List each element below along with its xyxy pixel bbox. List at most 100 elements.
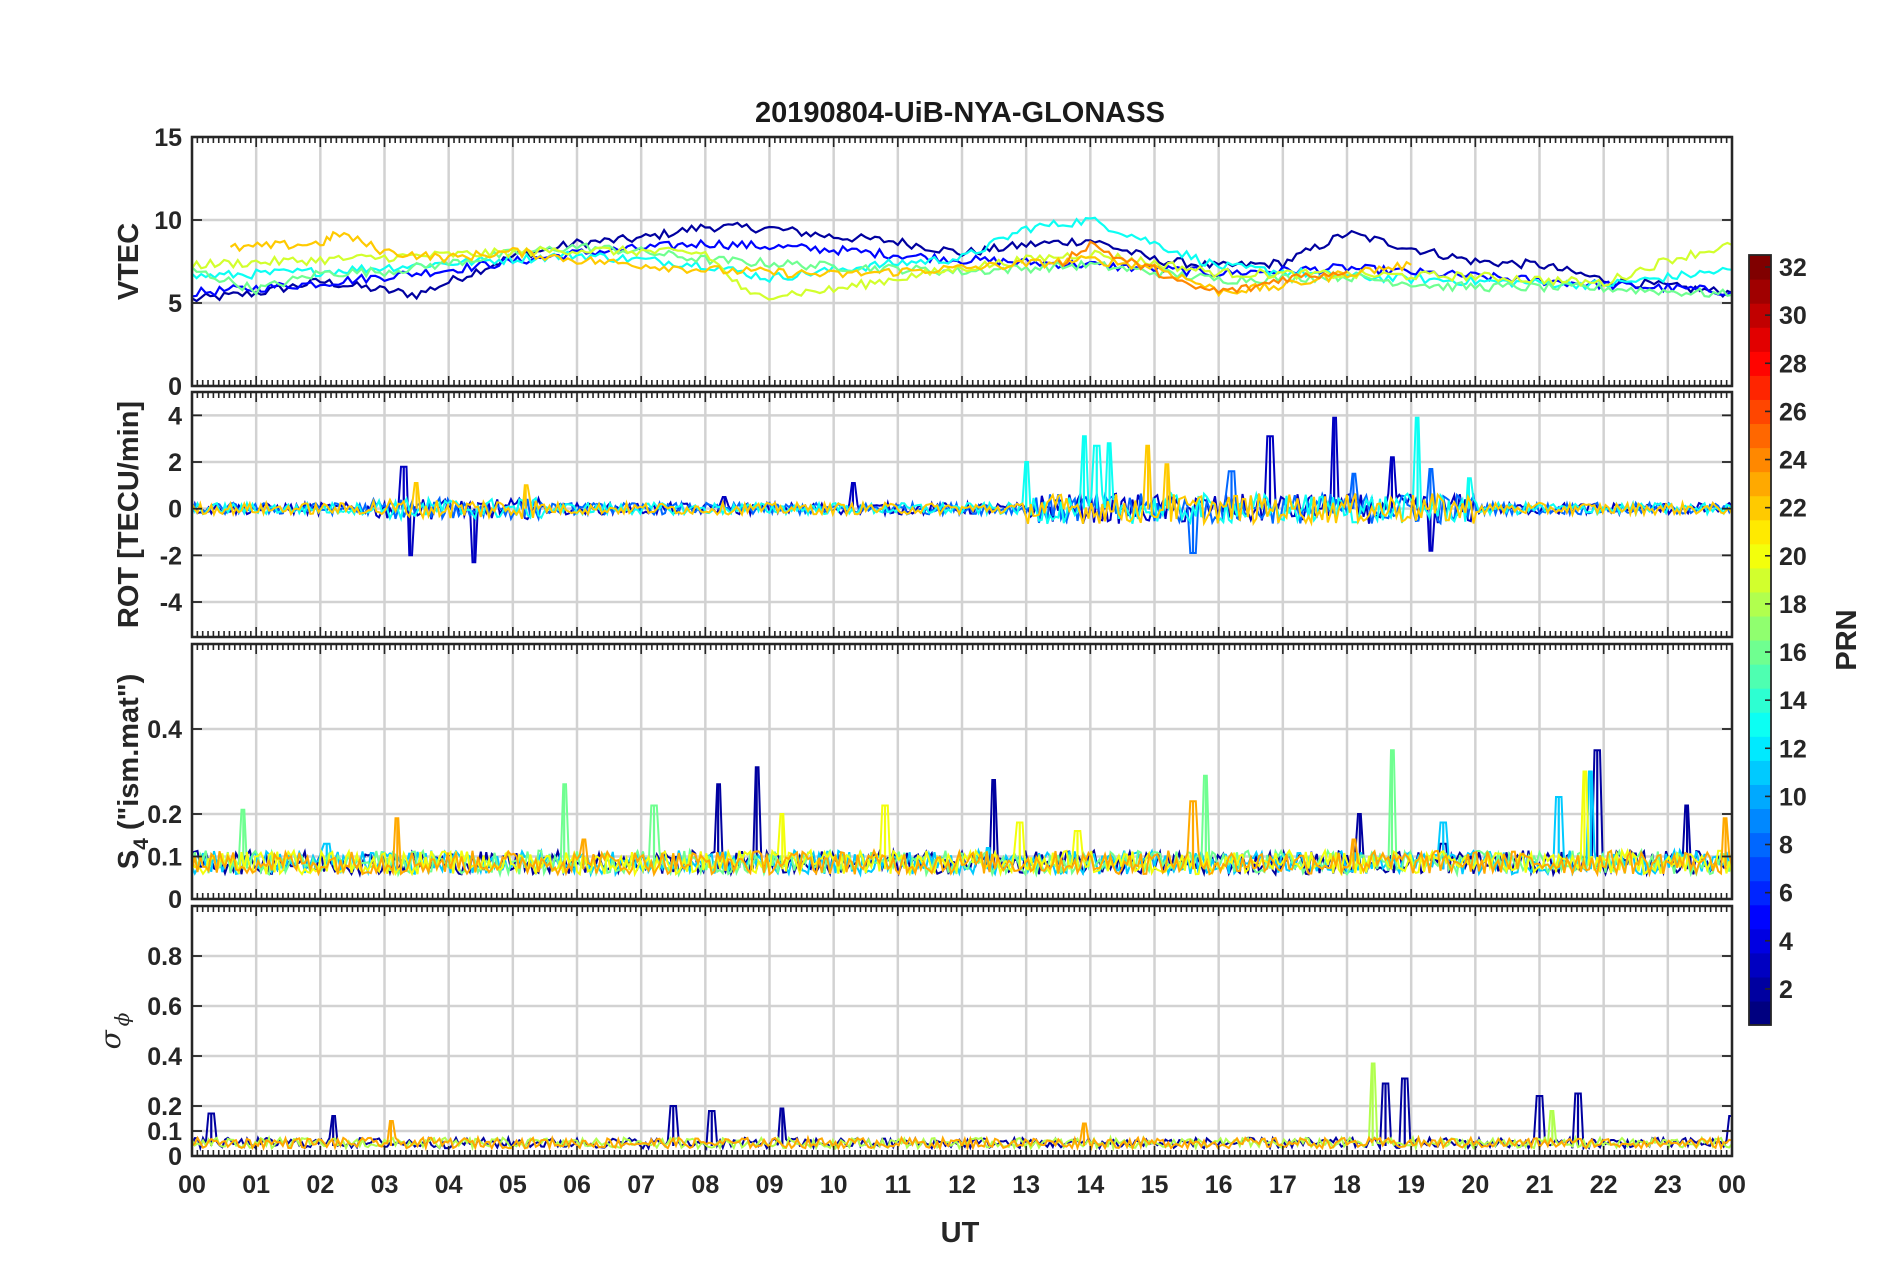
colorbar-tick-label: 12: [1779, 735, 1807, 763]
y-tick-label: -4: [160, 589, 182, 617]
panel-rot-ticks: [191, 392, 1733, 637]
x-tick-label: 04: [435, 1171, 463, 1199]
y-tick-label: 4: [168, 402, 182, 430]
panel-vtec-ylabel: VTEC: [113, 223, 145, 300]
colorbar-step: [1749, 591, 1771, 617]
colorbar-step: [1749, 640, 1771, 665]
panel-rot-plot: [192, 416, 1732, 564]
colorbar-step: [1749, 567, 1771, 593]
x-tick-label: 12: [948, 1171, 976, 1199]
colorbar-step: [1749, 543, 1771, 569]
colorbar-tick-label: 22: [1779, 495, 1807, 523]
colorbar-step: [1749, 712, 1771, 737]
rot-series-prn-13: [192, 416, 1732, 526]
colorbar-tick-label: 6: [1779, 880, 1793, 908]
colorbar-step: [1749, 327, 1771, 352]
y-tick-label: 0.6: [147, 993, 182, 1021]
colorbar-step: [1749, 688, 1771, 713]
colorbar-tick-label: 10: [1779, 783, 1807, 811]
panel-rot-ylabel: ROT [TECU/min]: [113, 401, 145, 628]
y-tick-label: 10: [154, 207, 182, 235]
ylabel-sub: 4: [130, 838, 153, 850]
panel-s4-ticks: [191, 644, 1733, 900]
colorbar-step: [1749, 519, 1771, 545]
colorbar-tick-label: 4: [1779, 928, 1793, 956]
colorbar-tick-label: 24: [1779, 447, 1807, 475]
colorbar-tick-label: 20: [1779, 543, 1807, 571]
panel-vtec: 0 5 10 15 VTEC: [113, 124, 1734, 401]
chart-title: 20190804-UiB-NYA-GLONASS: [755, 97, 1165, 129]
x-tick-label: 06: [563, 1171, 591, 1199]
vtec-series-prn-22: [229, 230, 1412, 298]
x-tick-label: 02: [306, 1171, 334, 1199]
panel-s4-plot: [192, 749, 1732, 878]
colorbar-step: [1749, 736, 1771, 761]
vtec-series-prn-5: [192, 238, 1732, 298]
x-tick-label: 14: [1076, 1171, 1104, 1199]
colorbar-tick-label: 18: [1779, 591, 1807, 619]
x-tick-label: 09: [756, 1171, 784, 1199]
y-tick-label: 2: [168, 449, 182, 477]
colorbar-frame: [1748, 254, 1772, 1026]
colorbar-step: [1749, 447, 1771, 473]
y-tick-label: 0.4: [147, 716, 182, 744]
panel-vtec-ticks: [191, 136, 1733, 387]
colorbar-step: [1749, 856, 1771, 882]
x-tick-label: 23: [1654, 1171, 1682, 1199]
colorbar-tick-label: 30: [1779, 302, 1807, 330]
colorbar-step: [1749, 808, 1771, 834]
colorbar-step: [1749, 760, 1771, 785]
colorbar-step: [1749, 664, 1771, 689]
x-tick-label: 17: [1269, 1171, 1297, 1199]
y-tick-label: -2: [160, 542, 182, 570]
panel-s4: 00.10.20.4S4 ("ism.mat"): [113, 642, 1734, 914]
x-tick-label: 08: [691, 1171, 719, 1199]
colorbar-step: [1749, 423, 1771, 449]
colorbar-step: [1749, 351, 1771, 376]
colorbar-step: [1749, 255, 1771, 280]
colorbar-step: [1749, 495, 1771, 521]
y-tick-label: 0: [168, 496, 182, 524]
y-tick-label: 0.2: [147, 801, 182, 829]
panel-sigphi-ticks: [191, 906, 1733, 1157]
panel-sigphi-ylabel: σϕ: [94, 1012, 134, 1049]
colorbar-step: [1749, 928, 1771, 954]
x-tick-label: 19: [1397, 1171, 1425, 1199]
x-tick-label: 05: [499, 1171, 527, 1199]
panel-s4-ylabel: S4 ("ism.mat"): [113, 674, 153, 870]
ylabel-main: S: [113, 850, 145, 869]
x-tick-labels: 00 01 02 03 04 05 06 07 08 09 10 11 12 13 14 15 16 17 18 19…: [178, 1171, 1746, 1199]
ylabel-main: σ: [94, 1029, 127, 1049]
colorbar-step: [1749, 375, 1771, 400]
y-tick-label: 0.2: [147, 1093, 182, 1121]
s4-series-prn-16: [192, 749, 1732, 878]
panel-sigphi: 00.10.2 0.4 0.6 0.8 σϕ: [94, 904, 1734, 1171]
panel-rot: -4 -2 0 2 4 ROT [TECU/min]: [113, 390, 1734, 639]
x-tick-label: 22: [1590, 1171, 1618, 1199]
y-tick-label: 0: [168, 373, 182, 401]
x-tick-label: 18: [1333, 1171, 1361, 1199]
colorbar-step: [1749, 952, 1771, 978]
colorbar-tick-label: 14: [1779, 687, 1807, 715]
y-tick-label: 5: [168, 290, 182, 318]
y-tick-label: 0.1: [147, 844, 182, 872]
y-tick-label: 0.4: [147, 1043, 182, 1071]
colorbar-step: [1749, 399, 1771, 425]
colorbar-step: [1749, 303, 1771, 328]
colorbar-step: [1749, 471, 1771, 497]
vtec-series-prn-19: [192, 241, 1732, 301]
x-axis-label: UT: [941, 1217, 980, 1249]
x-tick-label: 10: [820, 1171, 848, 1199]
vtec-series-prn-24: [1057, 240, 1348, 295]
colorbar-step: [1749, 784, 1771, 810]
rot-series-prn-22: [192, 444, 1732, 527]
colorbar-step: [1749, 904, 1771, 930]
colorbar-tick-label: 8: [1779, 832, 1793, 860]
y-tick-label: 0.8: [147, 943, 182, 971]
colorbar-step: [1749, 832, 1771, 858]
x-tick-label: 00: [178, 1171, 206, 1199]
vtec-series-prn-16: [192, 242, 1732, 298]
y-tick-label: 15: [154, 124, 182, 152]
